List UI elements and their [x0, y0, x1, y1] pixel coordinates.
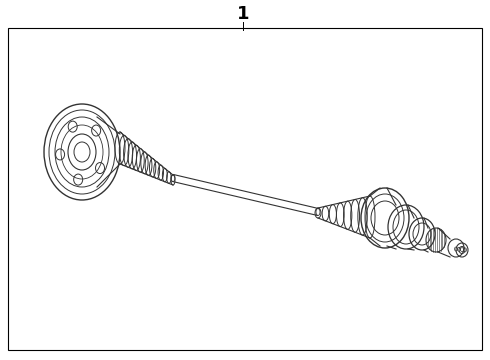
- Text: 1: 1: [237, 5, 249, 23]
- Bar: [8, 28, 482, 350]
